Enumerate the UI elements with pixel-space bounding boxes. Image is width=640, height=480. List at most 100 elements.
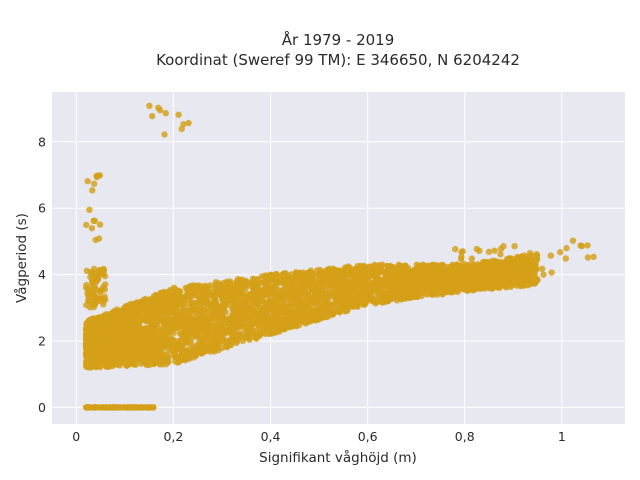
data-point: [96, 327, 103, 334]
data-point: [95, 235, 103, 242]
data-point: [432, 285, 440, 293]
data-point: [403, 289, 410, 296]
data-point: [89, 323, 96, 330]
data-point: [329, 309, 336, 316]
data-point: [209, 310, 217, 317]
data-point: [152, 359, 159, 366]
data-point: [328, 301, 336, 308]
data-point: [296, 287, 303, 294]
data-point: [417, 270, 424, 277]
y-tick-label: 4: [38, 267, 46, 282]
data-point: [584, 242, 591, 249]
data-point: [135, 329, 142, 336]
data-point: [210, 301, 217, 308]
data-point: [264, 288, 272, 295]
data-point: [146, 404, 153, 411]
data-point: [310, 285, 317, 292]
data-point: [404, 276, 412, 283]
data-point: [88, 317, 95, 325]
data-point: [481, 258, 488, 266]
data-point: [184, 287, 191, 294]
data-point: [221, 284, 229, 292]
data-point: [202, 308, 209, 315]
data-point: [256, 323, 263, 330]
data-point: [376, 268, 384, 275]
data-point: [85, 297, 92, 304]
data-point: [123, 352, 130, 359]
data-point: [322, 309, 330, 316]
data-point: [511, 243, 518, 250]
data-point: [240, 310, 248, 317]
data-point: [246, 336, 253, 343]
data-point: [203, 346, 211, 353]
data-point: [388, 283, 395, 290]
data-point: [319, 276, 327, 283]
data-point: [467, 282, 474, 289]
data-point: [399, 263, 407, 270]
data-point: [145, 314, 152, 322]
data-point: [135, 404, 142, 411]
data-point: [94, 320, 102, 328]
data-point: [515, 263, 522, 270]
data-point: [361, 277, 369, 285]
data-point: [244, 324, 252, 331]
x-tick-label: 0,6: [358, 429, 378, 444]
data-point: [338, 306, 345, 313]
data-point: [99, 345, 106, 352]
data-point: [115, 355, 123, 363]
data-point: [93, 172, 100, 180]
data-point: [160, 327, 168, 335]
data-point: [270, 321, 277, 328]
data-point: [325, 280, 332, 288]
data-point: [138, 300, 145, 307]
data-point: [212, 281, 219, 288]
data-point: [181, 329, 188, 337]
data-point: [90, 404, 97, 411]
data-point: [232, 332, 239, 340]
data-point: [479, 284, 486, 292]
data-point: [179, 296, 186, 304]
data-point: [394, 268, 401, 275]
data-point: [98, 356, 105, 363]
data-point: [103, 404, 110, 411]
data-point: [282, 309, 289, 317]
data-point: [182, 311, 189, 318]
data-point: [474, 267, 481, 274]
data-point: [279, 297, 287, 304]
data-point: [497, 251, 504, 258]
data-point: [90, 180, 98, 187]
data-point: [491, 247, 498, 254]
data-point: [111, 355, 118, 362]
data-point: [262, 330, 269, 337]
data-point: [468, 255, 475, 262]
data-point: [96, 221, 104, 228]
data-point: [94, 342, 101, 350]
data-point: [218, 344, 226, 352]
data-point: [256, 292, 263, 299]
data-point: [421, 262, 429, 269]
data-point: [136, 315, 143, 322]
data-point: [167, 336, 174, 343]
data-point: [488, 269, 495, 277]
data-point: [85, 330, 93, 337]
x-tick-label: 1: [558, 429, 566, 444]
data-point: [530, 276, 537, 283]
data-point: [548, 269, 555, 276]
data-point: [485, 248, 493, 255]
data-point: [343, 306, 350, 313]
y-tick-label: 0: [38, 400, 46, 415]
x-tick-label: 0: [72, 429, 80, 444]
data-point: [261, 298, 268, 306]
data-point: [138, 360, 145, 367]
data-point: [176, 344, 183, 351]
data-point: [155, 328, 163, 336]
data-point: [305, 307, 312, 314]
data-point: [255, 312, 263, 319]
data-point: [299, 278, 307, 285]
data-point: [242, 297, 249, 304]
data-point: [526, 250, 534, 257]
data-point: [113, 310, 121, 317]
data-point: [357, 295, 364, 303]
data-point: [157, 347, 164, 355]
data-point: [403, 271, 411, 278]
